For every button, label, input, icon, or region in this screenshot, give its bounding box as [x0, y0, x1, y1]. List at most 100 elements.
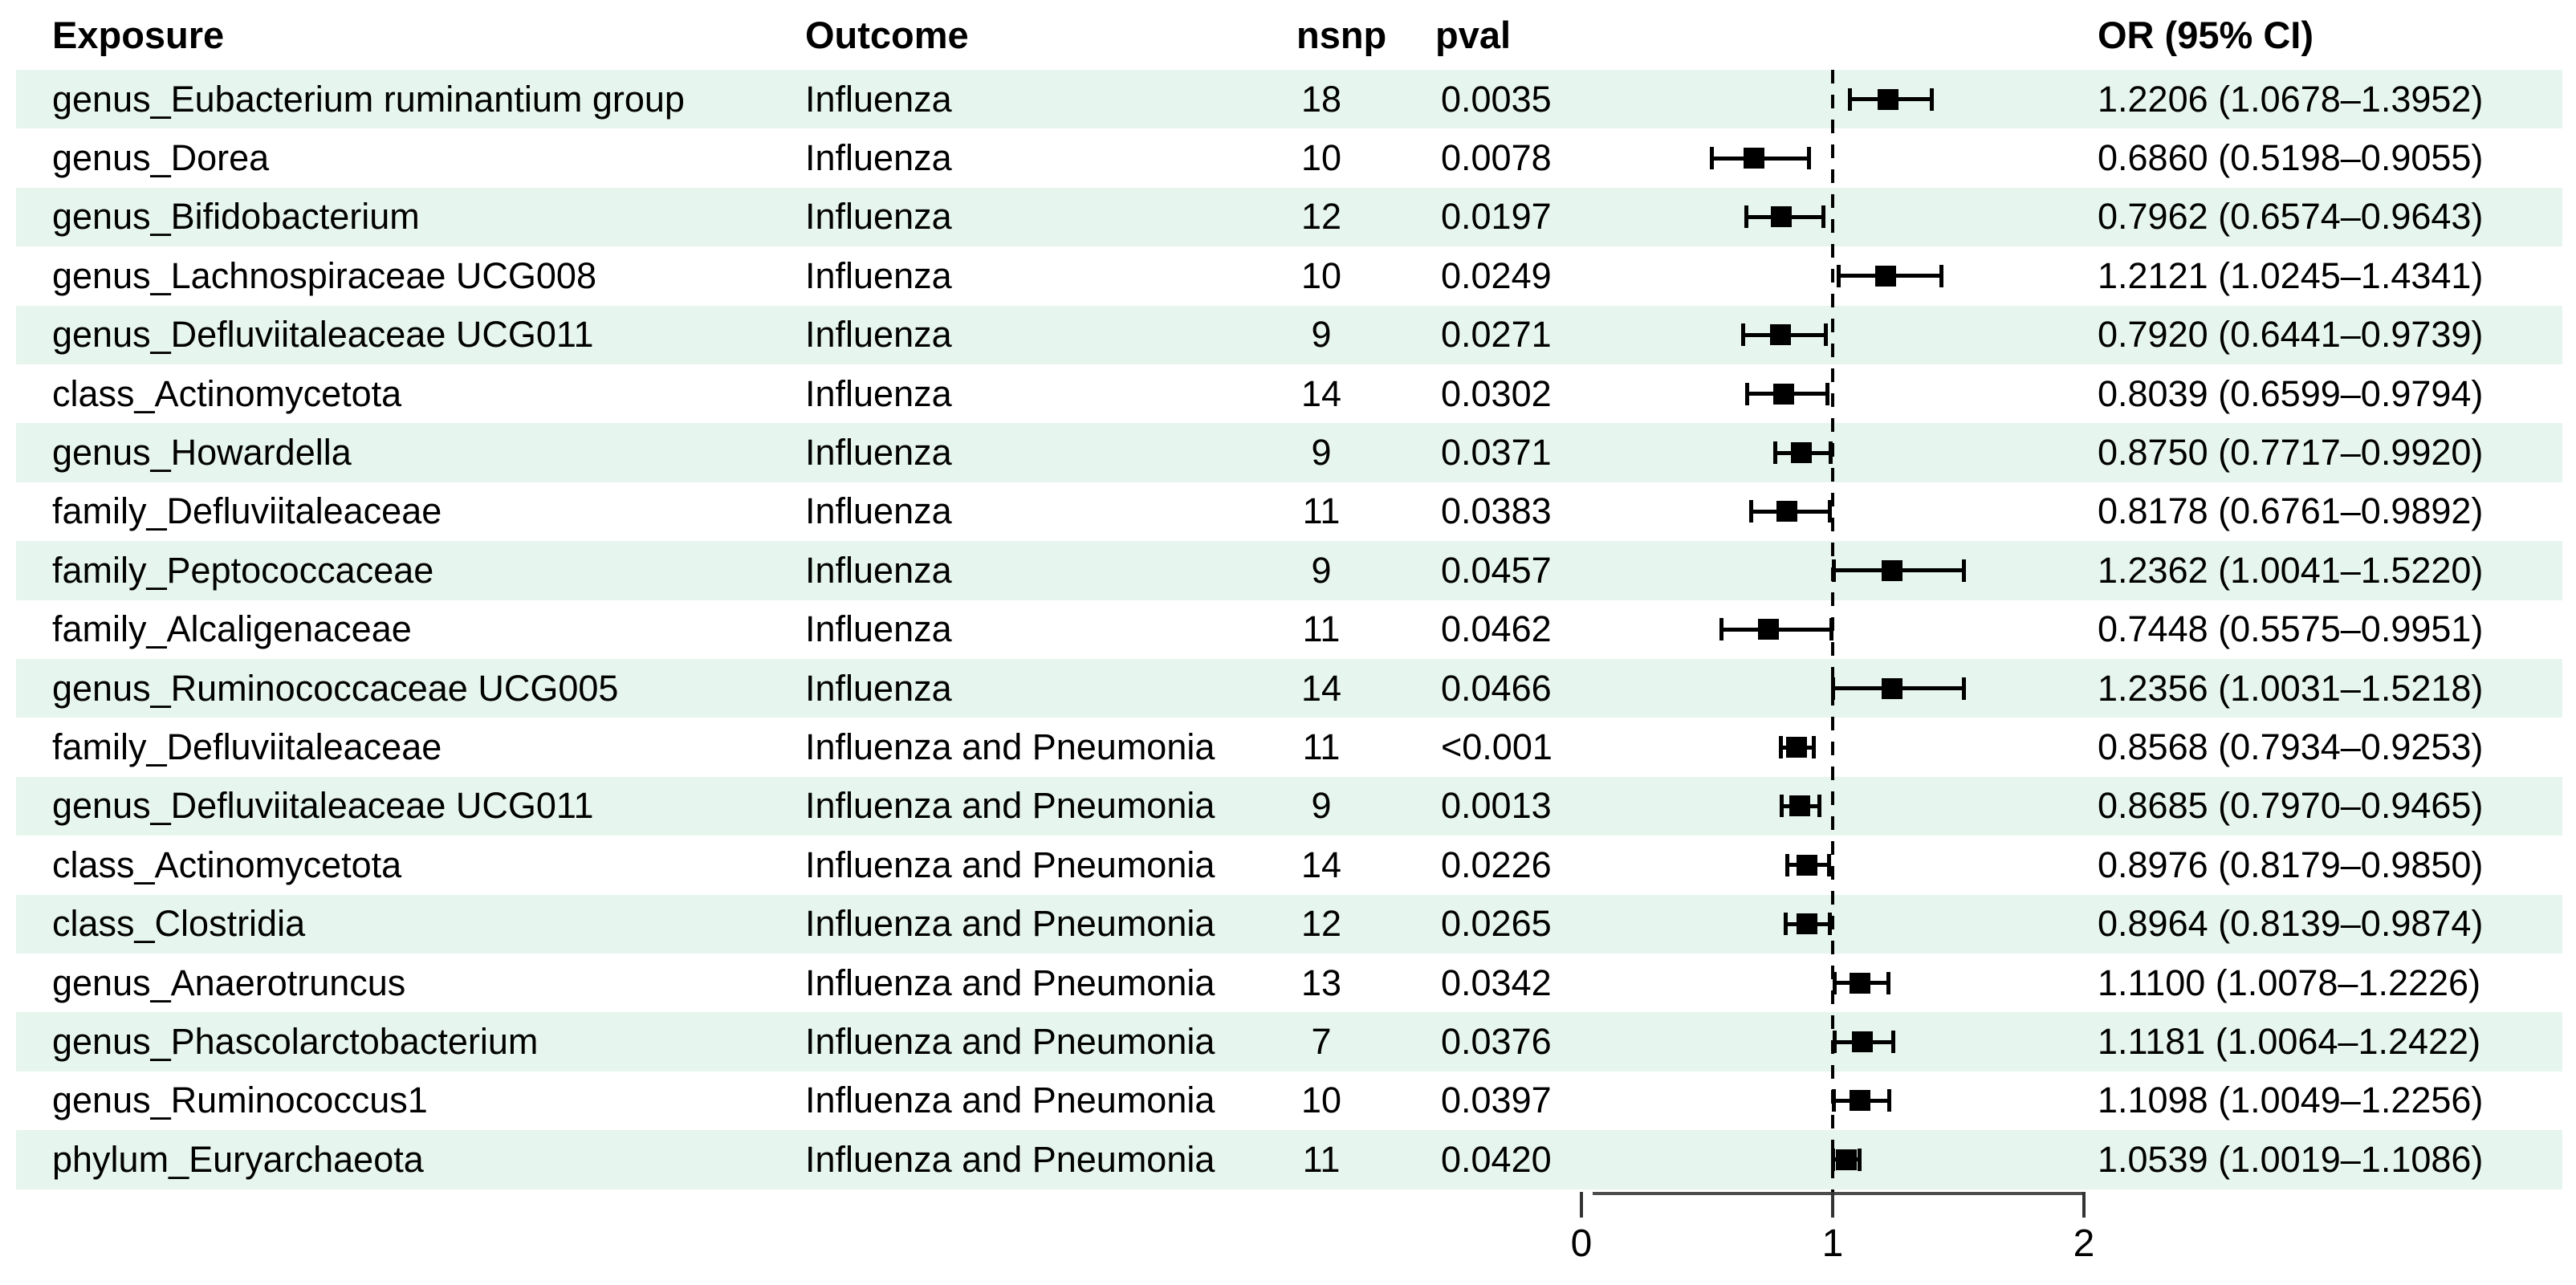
cell-exposure: family_Defluviitaleaceae: [52, 726, 442, 768]
or-point-marker: [1769, 324, 1791, 346]
cell-or-ci: 0.8964 (0.8139–0.9874): [2098, 903, 2484, 945]
cell-pval: 0.0397: [1441, 1080, 1552, 1121]
cell-nsnp: 10: [1300, 254, 1342, 296]
cell-outcome: Influenza: [805, 490, 952, 532]
cell-outcome: Influenza: [805, 608, 952, 650]
cell-exposure: class_Actinomycetota: [52, 844, 402, 885]
or-point-marker: [1796, 913, 1817, 935]
ci-group: [1581, 1012, 2084, 1071]
ci-group: [1581, 541, 2084, 600]
cell-pval: 0.0376: [1441, 1021, 1552, 1063]
cell-exposure: genus_Ruminococcus1: [52, 1080, 428, 1121]
table-row: class_Clostridia Influenza and Pneumonia 1…: [16, 894, 2562, 954]
cell-or-ci: 0.6860 (0.5198–0.9055): [2098, 137, 2484, 179]
ci-group: [1581, 246, 2084, 305]
cell-pval: <0.001: [1441, 726, 1553, 768]
cell-outcome: Influenza: [805, 667, 952, 709]
cell-nsnp: 14: [1300, 372, 1342, 414]
cell-outcome: Influenza and Pneumonia: [805, 1138, 1215, 1180]
ci-cap-low: [1779, 795, 1784, 818]
cell-nsnp: 9: [1311, 432, 1332, 474]
ci-group: [1581, 836, 2084, 894]
cell-outcome: Influenza: [805, 137, 952, 179]
x-axis-tick-label: 1: [1821, 1222, 1844, 1265]
or-point-marker: [1851, 1031, 1873, 1053]
ci-group: [1581, 895, 2084, 954]
cell-exposure: class_Actinomycetota: [52, 372, 402, 414]
or-point-marker: [1881, 559, 1902, 581]
cell-pval: 0.0226: [1441, 844, 1552, 885]
cell-nsnp: 7: [1311, 1021, 1332, 1063]
x-axis-tick: [1580, 1192, 1583, 1218]
cell-pval: 0.0342: [1441, 962, 1552, 1003]
cell-outcome: Influenza and Pneumonia: [805, 962, 1215, 1003]
table-row: family_Defluviitaleaceae Influenza and Pn…: [16, 718, 2562, 776]
cell-nsnp: 14: [1300, 844, 1342, 885]
table-row: genus_Ruminococcaceae UCG005 Influenza 14 0…: [16, 659, 2562, 718]
cell-pval: 0.0197: [1441, 196, 1552, 238]
cell-pval: 0.0420: [1441, 1138, 1552, 1180]
ci-cap-low: [1773, 441, 1778, 465]
cell-or-ci: 1.0539 (1.0019–1.1086): [2098, 1138, 2484, 1180]
cell-nsnp: 11: [1302, 726, 1341, 768]
cell-exposure: class_Clostridia: [52, 903, 306, 945]
or-point-marker: [1835, 1149, 1857, 1170]
ci-group: [1581, 1130, 2084, 1189]
cell-nsnp: 9: [1311, 549, 1332, 591]
or-point-marker: [1850, 972, 1871, 994]
or-point-marker: [1875, 265, 1897, 287]
cell-or-ci: 0.8976 (0.8179–0.9850): [2098, 844, 2484, 885]
cell-exposure: genus_Ruminococcaceae UCG005: [52, 667, 619, 709]
cell-or-ci: 0.8178 (0.6761–0.9892): [2098, 490, 2484, 532]
ci-group: [1581, 659, 2084, 718]
ci-cap-high: [1886, 971, 1891, 994]
ci-cap-high: [1961, 677, 1966, 700]
or-point-marker: [1796, 854, 1817, 876]
ci-group: [1581, 364, 2084, 423]
or-point-marker: [1789, 795, 1810, 817]
cell-or-ci: 0.7448 (0.5575–0.9951): [2098, 608, 2484, 650]
ci-cap-high: [1812, 736, 1817, 759]
cell-pval: 0.0035: [1441, 78, 1552, 120]
ci-group: [1581, 188, 2084, 246]
table-row: genus_Phascolarctobacterium Influenza and…: [16, 1012, 2562, 1072]
ci-cap-high: [1825, 382, 1830, 405]
table-row: genus_Defluviitaleaceae UCG011 Influenza 9…: [16, 305, 2562, 364]
cell-or-ci: 1.1098 (1.0049–1.2256): [2098, 1080, 2484, 1121]
ci-cap-low: [1710, 147, 1715, 170]
ci-cap-low: [1778, 736, 1783, 759]
ci-cap-high: [1817, 795, 1821, 818]
cell-nsnp: 12: [1300, 903, 1342, 945]
or-point-marker: [1790, 442, 1812, 464]
ci-group: [1581, 128, 2084, 187]
cell-pval: 0.0265: [1441, 903, 1552, 945]
cell-exposure: genus_Howardella: [52, 432, 352, 474]
cell-outcome: Influenza and Pneumonia: [805, 726, 1215, 768]
header-pval: pval: [1435, 14, 1512, 56]
or-point-marker: [1786, 737, 1808, 758]
ci-cap-high: [1829, 618, 1833, 641]
header-exposure: Exposure: [52, 14, 225, 56]
cell-nsnp: 11: [1302, 608, 1341, 650]
table-row: genus_Eubacterium ruminantium group Influ…: [16, 70, 2562, 129]
cell-nsnp: 14: [1300, 667, 1342, 709]
cell-nsnp: 11: [1302, 490, 1341, 532]
header-nsnp: nsnp: [1296, 14, 1387, 56]
ci-cap-low: [1832, 1031, 1837, 1054]
cell-outcome: Influenza: [805, 549, 952, 591]
cell-exposure: family_Peptococcaceae: [52, 549, 434, 591]
ci-group: [1581, 777, 2084, 836]
ci-cap-high: [1828, 500, 1833, 523]
ci-cap-high: [1826, 853, 1831, 876]
cell-pval: 0.0013: [1441, 785, 1552, 827]
cell-nsnp: 12: [1300, 196, 1342, 238]
ci-cap-high: [1821, 205, 1826, 229]
cell-or-ci: 0.8568 (0.7934–0.9253): [2098, 726, 2484, 768]
or-point-marker: [1776, 501, 1797, 523]
ci-cap-low: [1784, 853, 1789, 876]
ci-group: [1581, 1072, 2084, 1130]
ci-group: [1581, 718, 2084, 776]
cell-or-ci: 0.7920 (0.6441–0.9739): [2098, 314, 2484, 356]
cell-outcome: Influenza and Pneumonia: [805, 1080, 1215, 1121]
